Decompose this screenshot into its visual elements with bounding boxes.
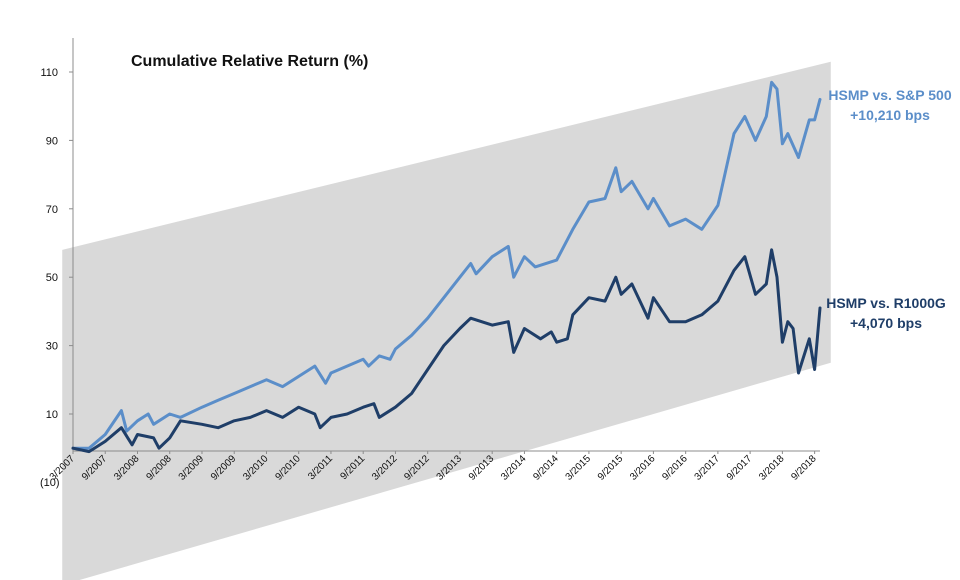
y-tick-label: 110 bbox=[40, 67, 58, 79]
y-tick-label-negative: (10) bbox=[40, 477, 60, 489]
x-tick-label: 9/2017 bbox=[725, 453, 755, 483]
y-tick-label: 10 bbox=[46, 409, 58, 421]
y-tick-label: 50 bbox=[46, 272, 58, 284]
y-tick-label: 70 bbox=[46, 204, 58, 216]
x-tick-label: 3/2015 bbox=[564, 453, 594, 483]
x-tick-label: 9/2014 bbox=[531, 453, 561, 483]
y-tick-label: 90 bbox=[46, 135, 58, 147]
series-labels: HSMP vs. S&P 500 +10,210 bps HSMP vs. R100… bbox=[826, 87, 952, 331]
y-axis-ticks: 110 90 70 50 30 10 (10) bbox=[40, 67, 73, 489]
x-tick-label: 9/2016 bbox=[660, 453, 690, 483]
x-tick-label: 3/2016 bbox=[628, 453, 658, 483]
series-line-2 bbox=[71, 248, 822, 454]
x-tick-label: 3/2017 bbox=[693, 453, 723, 483]
series-lines bbox=[71, 80, 822, 454]
chart-title: Cumulative Relative Return (%) bbox=[131, 53, 368, 70]
series-line-1 bbox=[71, 80, 822, 450]
y-tick-label: 30 bbox=[46, 341, 58, 353]
series-label-value: +4,070 bps bbox=[850, 315, 922, 331]
x-tick-label: 3/2018 bbox=[757, 453, 787, 483]
x-tick-label: 9/2018 bbox=[789, 453, 819, 483]
channel-band bbox=[62, 61, 831, 580]
series-label-name: HSMP vs. R1000G bbox=[826, 295, 946, 311]
x-tick-label: 9/2015 bbox=[596, 453, 626, 483]
series-label-value: +10,210 bps bbox=[850, 107, 930, 123]
series-label-name: HSMP vs. S&P 500 bbox=[828, 87, 951, 103]
x-tick-label: 3/2014 bbox=[499, 453, 529, 483]
